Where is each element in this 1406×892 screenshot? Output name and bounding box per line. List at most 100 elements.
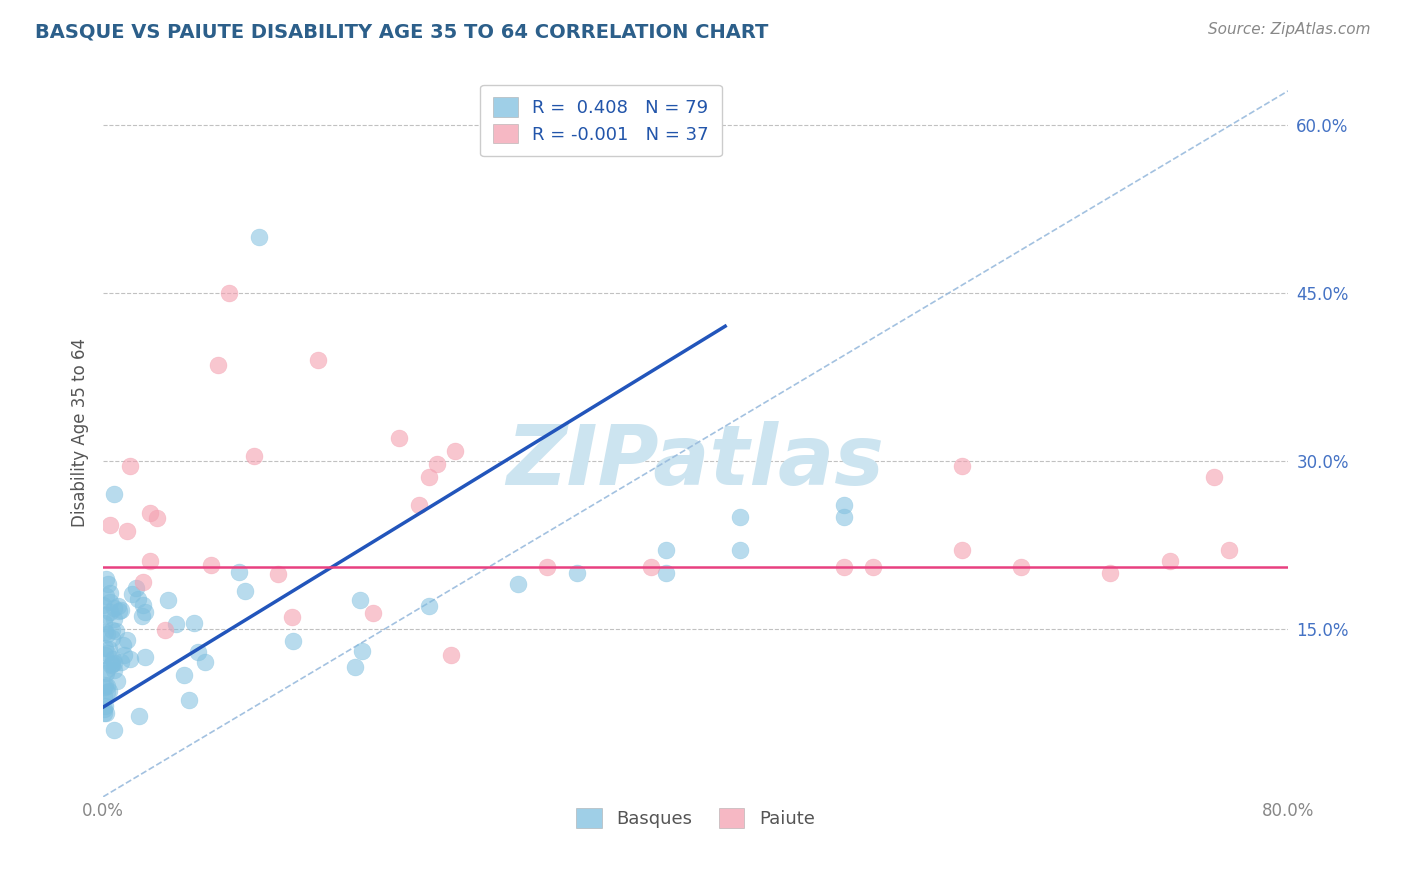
- Point: [218, 285, 240, 300]
- Point: [100, 657, 122, 672]
- Point: [101, 631, 124, 645]
- Point: [110, 655, 132, 669]
- Point: [121, 586, 143, 600]
- Point: [361, 607, 384, 621]
- Point: [242, 449, 264, 463]
- Point: [100, 624, 122, 638]
- Point: [96, 663, 118, 677]
- Point: [125, 582, 148, 596]
- Point: [565, 566, 588, 580]
- Point: [127, 591, 149, 606]
- Point: [112, 648, 135, 662]
- Point: [177, 693, 200, 707]
- Point: [1202, 470, 1225, 484]
- Point: [96, 679, 118, 693]
- Point: [103, 601, 125, 615]
- Point: [93, 599, 115, 613]
- Point: [349, 593, 371, 607]
- Point: [94, 698, 117, 713]
- Point: [103, 723, 125, 737]
- Point: [418, 470, 440, 484]
- Point: [96, 627, 118, 641]
- Point: [233, 584, 256, 599]
- Point: [94, 678, 117, 692]
- Point: [93, 706, 115, 720]
- Point: [103, 657, 125, 671]
- Point: [183, 615, 205, 630]
- Point: [98, 518, 121, 533]
- Point: [862, 560, 884, 574]
- Legend: Basques, Paiute: Basques, Paiute: [569, 801, 823, 835]
- Point: [153, 623, 176, 637]
- Point: [110, 603, 132, 617]
- Point: [101, 652, 124, 666]
- Point: [728, 509, 751, 524]
- Point: [655, 566, 678, 580]
- Point: [107, 604, 129, 618]
- Point: [307, 352, 329, 367]
- Point: [950, 459, 973, 474]
- Point: [103, 612, 125, 626]
- Point: [93, 680, 115, 694]
- Point: [128, 709, 150, 723]
- Point: [105, 624, 128, 639]
- Point: [111, 638, 134, 652]
- Point: [418, 599, 440, 614]
- Point: [280, 610, 302, 624]
- Point: [1159, 554, 1181, 568]
- Point: [1218, 543, 1240, 558]
- Point: [96, 685, 118, 699]
- Point: [94, 706, 117, 720]
- Point: [207, 359, 229, 373]
- Point: [832, 499, 855, 513]
- Point: [139, 506, 162, 520]
- Point: [105, 673, 128, 688]
- Point: [832, 509, 855, 524]
- Point: [134, 650, 156, 665]
- Point: [93, 689, 115, 703]
- Point: [107, 599, 129, 613]
- Point: [228, 565, 250, 579]
- Point: [443, 444, 465, 458]
- Point: [97, 641, 120, 656]
- Point: [131, 609, 153, 624]
- Point: [165, 616, 187, 631]
- Point: [93, 648, 115, 662]
- Point: [139, 554, 162, 568]
- Text: BASQUE VS PAIUTE DISABILITY AGE 35 TO 64 CORRELATION CHART: BASQUE VS PAIUTE DISABILITY AGE 35 TO 64…: [35, 22, 769, 41]
- Point: [146, 511, 169, 525]
- Point: [408, 498, 430, 512]
- Point: [115, 632, 138, 647]
- Point: [506, 577, 529, 591]
- Point: [132, 598, 155, 612]
- Text: Source: ZipAtlas.com: Source: ZipAtlas.com: [1208, 22, 1371, 37]
- Point: [267, 566, 290, 581]
- Point: [96, 577, 118, 591]
- Point: [440, 648, 463, 662]
- Point: [94, 666, 117, 681]
- Point: [132, 574, 155, 589]
- Point: [97, 683, 120, 698]
- Point: [187, 645, 209, 659]
- Point: [388, 431, 411, 445]
- Point: [728, 543, 751, 558]
- Point: [281, 633, 304, 648]
- Point: [194, 655, 217, 669]
- Point: [120, 458, 142, 473]
- Point: [536, 560, 558, 574]
- Point: [94, 641, 117, 656]
- Point: [118, 651, 141, 665]
- Point: [352, 644, 374, 658]
- Point: [94, 572, 117, 586]
- Point: [93, 702, 115, 716]
- Point: [103, 663, 125, 677]
- Y-axis label: Disability Age 35 to 64: Disability Age 35 to 64: [72, 338, 89, 527]
- Point: [1099, 566, 1122, 580]
- Point: [94, 589, 117, 603]
- Point: [1010, 560, 1032, 574]
- Point: [94, 608, 117, 623]
- Point: [115, 524, 138, 539]
- Point: [950, 543, 973, 558]
- Point: [101, 657, 124, 671]
- Point: [96, 647, 118, 661]
